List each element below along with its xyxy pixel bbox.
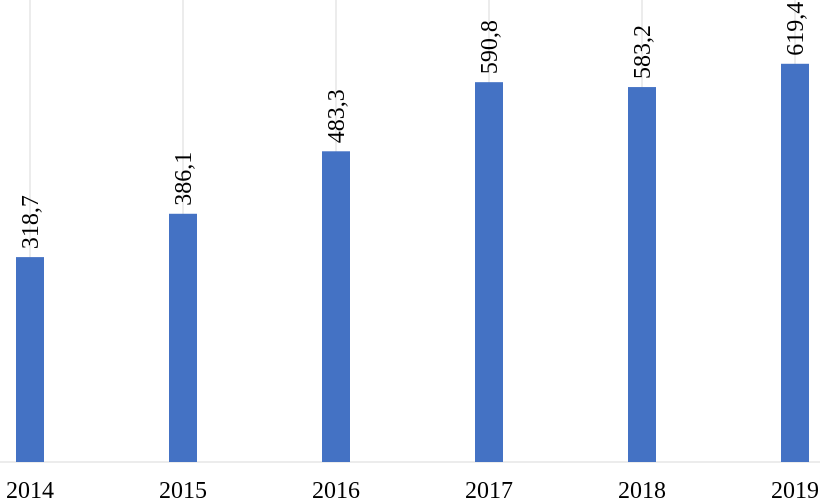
bar-2014: [16, 257, 44, 462]
data-label-2017: 590,8: [477, 20, 503, 74]
x-tick-labels: 2014 2015 2016 2017 2018 2019: [6, 478, 819, 500]
bar-2018: [628, 87, 656, 462]
bar-2019: [781, 63, 809, 462]
x-tick-2015: 2015: [159, 478, 207, 500]
data-label-2016: 483,3: [324, 89, 350, 143]
bar-2017: [475, 82, 503, 462]
x-tick-2014: 2014: [6, 478, 54, 500]
data-label-2014: 318,7: [18, 195, 44, 249]
data-labels: 318,7 386,1 483,3 590,8 583,2 619,4: [18, 2, 809, 249]
category-gridlines: [29, 0, 796, 462]
bar-2015: [169, 213, 197, 462]
data-label-2018: 583,2: [630, 25, 656, 79]
data-label-2019: 619,4: [783, 2, 809, 56]
bar-2016: [322, 151, 350, 462]
x-tick-2018: 2018: [618, 478, 666, 500]
data-label-2015: 386,1: [171, 152, 197, 206]
x-tick-2017: 2017: [465, 478, 513, 500]
x-tick-2016: 2016: [312, 478, 360, 500]
x-tick-2019: 2019: [771, 478, 819, 500]
bars: [16, 63, 809, 462]
